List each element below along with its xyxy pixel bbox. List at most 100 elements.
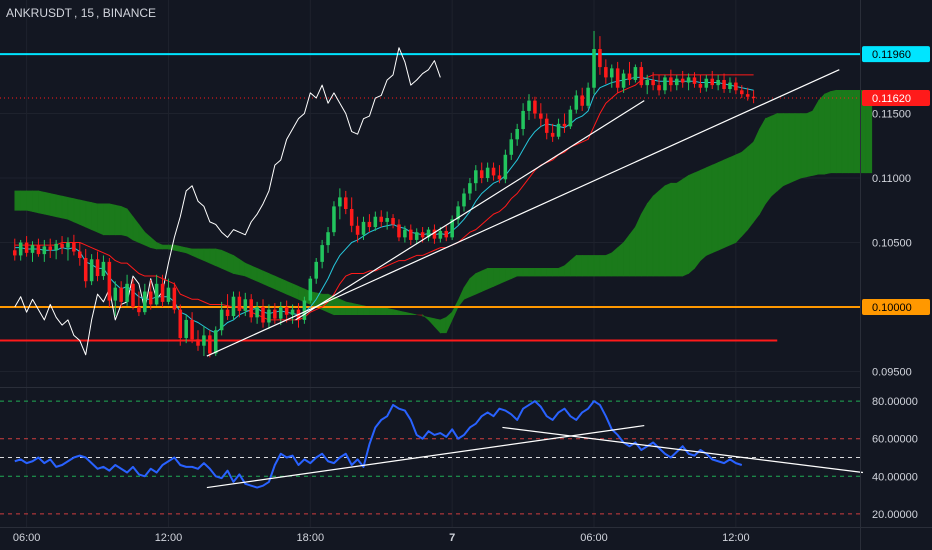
candle[interactable] <box>344 190 348 215</box>
candle[interactable] <box>751 90 756 104</box>
candle-body[interactable] <box>208 335 212 354</box>
candle[interactable] <box>462 188 466 212</box>
candle[interactable] <box>450 215 454 240</box>
candle[interactable] <box>30 241 35 262</box>
candle-body[interactable] <box>669 77 673 86</box>
candle[interactable] <box>137 291 141 317</box>
candle[interactable] <box>125 274 129 306</box>
candle-body[interactable] <box>196 339 200 346</box>
candles[interactable] <box>13 30 756 358</box>
candle[interactable] <box>143 283 147 315</box>
candle-body[interactable] <box>633 67 638 80</box>
candle-body[interactable] <box>166 287 171 302</box>
candle[interactable] <box>698 74 703 93</box>
candle-body[interactable] <box>131 283 135 308</box>
candle[interactable] <box>598 36 602 75</box>
candle-body[interactable] <box>219 309 224 331</box>
candle[interactable] <box>273 303 277 324</box>
candle[interactable] <box>550 123 555 142</box>
candle[interactable] <box>403 225 407 243</box>
candle[interactable] <box>72 234 76 256</box>
candle-body[interactable] <box>562 123 567 127</box>
candle-body[interactable] <box>456 206 460 220</box>
candle-body[interactable] <box>119 287 123 302</box>
candle[interactable] <box>284 300 289 323</box>
candle-body[interactable] <box>290 309 295 315</box>
candle[interactable] <box>633 64 638 83</box>
candle-body[interactable] <box>391 218 395 225</box>
candle-body[interactable] <box>302 300 307 320</box>
candle-body[interactable] <box>184 319 188 338</box>
candle[interactable] <box>574 90 579 114</box>
candle[interactable] <box>385 211 389 230</box>
candle[interactable] <box>556 118 561 140</box>
candle-body[interactable] <box>213 330 218 354</box>
candle-body[interactable] <box>592 49 596 88</box>
candle-body[interactable] <box>734 82 738 91</box>
candle[interactable] <box>367 214 372 233</box>
candle[interactable] <box>338 188 342 220</box>
candle-body[interactable] <box>367 221 372 228</box>
candle[interactable] <box>745 87 750 101</box>
candle-body[interactable] <box>89 259 94 282</box>
time-axis[interactable]: 06:00 12:00 18:00 7 06:00 12:00 <box>13 532 750 544</box>
candle[interactable] <box>219 301 224 336</box>
candle-body[interactable] <box>231 296 236 317</box>
candle-body[interactable] <box>462 193 466 207</box>
candle[interactable] <box>397 219 401 242</box>
candle-body[interactable] <box>154 283 159 305</box>
candle[interactable] <box>373 211 378 231</box>
candle-body[interactable] <box>444 230 449 238</box>
price-axis[interactable]: 0.09500 0.10000 0.10500 0.11000 0.11500 <box>872 109 912 379</box>
candle[interactable] <box>604 59 608 84</box>
candle[interactable] <box>544 113 549 140</box>
candle[interactable] <box>438 227 443 243</box>
candle-body[interactable] <box>308 278 313 301</box>
candle-body[interactable] <box>373 216 378 228</box>
candle-body[interactable] <box>78 251 82 258</box>
candle-body[interactable] <box>586 87 590 106</box>
candle[interactable] <box>609 64 614 88</box>
candle[interactable] <box>320 239 324 269</box>
candle-body[interactable] <box>627 73 632 80</box>
candle[interactable] <box>539 103 543 127</box>
candle[interactable] <box>255 301 259 324</box>
candle-body[interactable] <box>255 307 259 318</box>
candle-body[interactable] <box>113 287 118 301</box>
candle[interactable] <box>42 239 47 262</box>
candle[interactable] <box>686 73 691 91</box>
candle-body[interactable] <box>728 82 732 90</box>
candle-body[interactable] <box>72 242 76 252</box>
candle-body[interactable] <box>479 170 484 179</box>
candle-body[interactable] <box>379 216 384 222</box>
candle-body[interactable] <box>24 242 29 253</box>
candle-body[interactable] <box>225 309 230 317</box>
candle[interactable] <box>426 227 431 242</box>
candle[interactable] <box>432 224 437 244</box>
candle[interactable] <box>740 85 744 99</box>
candle[interactable] <box>734 77 738 95</box>
candle[interactable] <box>24 236 29 257</box>
candle[interactable] <box>184 314 188 344</box>
candle-body[interactable] <box>249 299 253 318</box>
interval-label[interactable]: 15 <box>80 6 95 20</box>
candle[interactable] <box>521 103 525 136</box>
candle-body[interactable] <box>539 113 543 119</box>
candle-body[interactable] <box>338 197 342 207</box>
candle-body[interactable] <box>568 109 573 127</box>
candle-body[interactable] <box>556 123 561 137</box>
candle[interactable] <box>18 239 23 261</box>
candle-body[interactable] <box>491 167 496 176</box>
candle[interactable] <box>704 74 709 92</box>
oscillator-pane[interactable] <box>0 400 864 515</box>
candle[interactable] <box>314 258 318 284</box>
candle-body[interactable] <box>580 95 584 106</box>
candle-body[interactable] <box>66 242 70 248</box>
candle-body[interactable] <box>18 242 23 256</box>
trendlines[interactable] <box>206 69 840 357</box>
candle-body[interactable] <box>160 283 165 302</box>
candle[interactable] <box>131 278 135 310</box>
oscillator-axis[interactable]: 20.00000 40.00000 60.00000 80.00000 <box>872 396 918 521</box>
candle-body[interactable] <box>503 154 508 180</box>
candle[interactable] <box>36 238 41 257</box>
